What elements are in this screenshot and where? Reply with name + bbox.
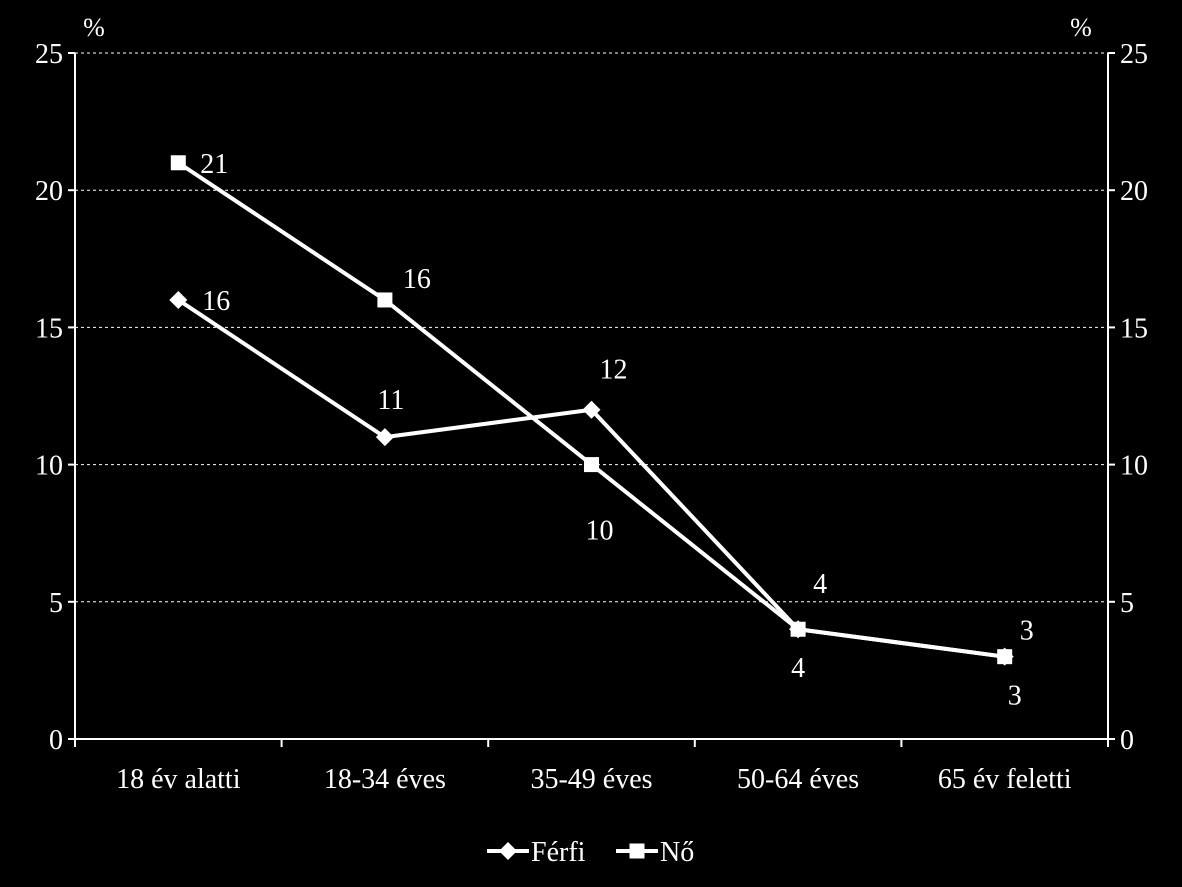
data-point-square [790,621,806,637]
data-point-diamond [169,290,188,309]
left-unit-label: % [83,13,105,42]
right-y-tick-label: 5 [1120,588,1134,619]
data-label: 3 [1020,616,1034,647]
data-label: 12 [600,355,628,386]
legend-label: Nő [660,837,694,868]
legend-square-icon [629,843,645,859]
series-layer [169,155,1014,666]
left-y-tick-label: 25 [35,39,63,70]
x-tick-label: 35-49 éves [530,764,652,795]
data-point-square [170,155,186,171]
data-point-square [584,457,599,473]
axes [68,52,1115,747]
left-y-tick-label: 20 [35,176,63,207]
x-tick-label: 65 év feletti [938,764,1072,795]
series-line-férfi [177,298,1005,659]
legend-label: Férfi [531,837,586,868]
left-y-tick-label: 10 [35,451,63,482]
left-y-tick-label: 0 [49,725,63,756]
left-y-tick-label: 5 [49,588,63,619]
data-point-diamond [375,428,394,447]
right-y-tick-label: 10 [1120,451,1148,482]
x-tick-label: 18-34 éves [324,764,446,795]
x-tick-label: 50-64 éves [737,764,859,795]
right-y-tick-label: 25 [1120,39,1148,70]
data-label: 4 [813,569,827,600]
x-tick-labels: 18 év alatti 18-34 éves 35-49 éves 50-64 év… [116,764,1072,795]
data-label: 16 [403,264,431,295]
data-point-square [997,649,1013,665]
data-label: 3 [1008,681,1022,712]
right-unit-label: % [1070,13,1092,42]
data-label: 4 [791,653,805,684]
x-tick-label: 18 év alatti [116,764,241,795]
right-y-tick-labels: 0 5 10 15 20 25 [1120,39,1148,756]
data-point-diamond [582,400,601,419]
data-labels: 16 11 12 4 3 21 16 10 4 3 [200,149,1033,712]
data-label: 11 [377,385,404,416]
data-label: 10 [586,516,614,547]
data-label: 16 [202,286,230,317]
right-y-tick-label: 0 [1120,725,1134,756]
data-point-square [377,292,393,308]
left-y-tick-label: 15 [35,313,63,344]
left-y-tick-labels: 0 5 10 15 20 25 [35,39,63,756]
data-label: 21 [200,149,228,180]
legend-diamond-icon [499,842,517,860]
right-y-tick-label: 20 [1120,176,1148,207]
right-y-tick-label: 15 [1120,313,1148,344]
legend: Férfi Nő [487,837,694,868]
